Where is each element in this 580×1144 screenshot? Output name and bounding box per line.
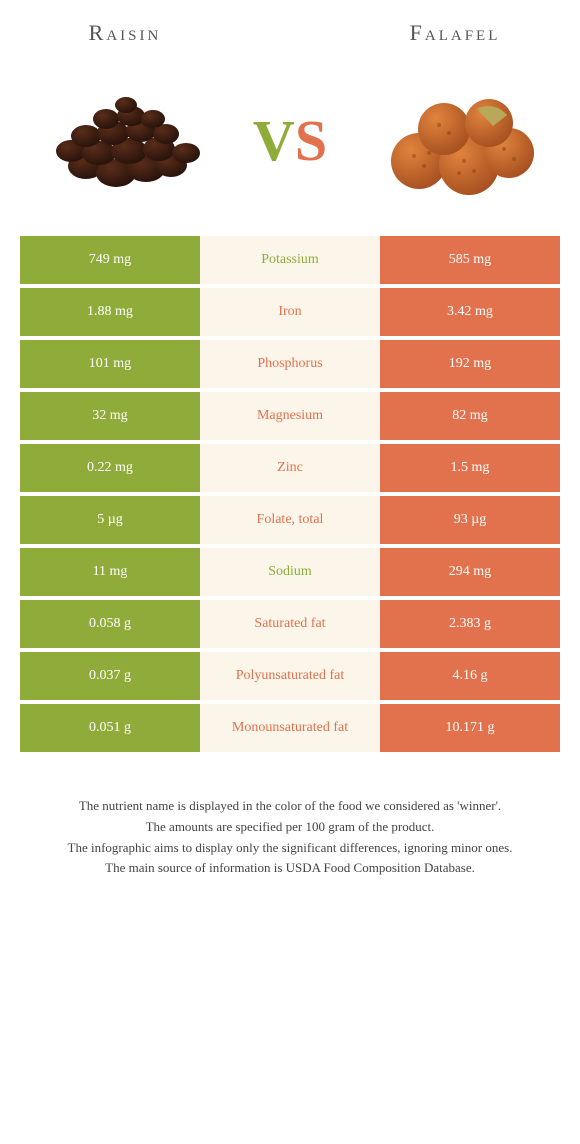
nutrient-row: 749 mgPotassium585 mg — [20, 236, 560, 284]
right-value: 3.42 mg — [380, 288, 560, 336]
nutrient-name: Zinc — [200, 444, 380, 492]
nutrient-table: 749 mgPotassium585 mg1.88 mgIron3.42 mg1… — [0, 236, 580, 752]
right-value: 192 mg — [380, 340, 560, 388]
right-value: 2.383 g — [380, 600, 560, 648]
footnote-line: The amounts are specified per 100 gram o… — [40, 817, 540, 838]
vs-letter-v: V — [253, 108, 295, 173]
left-food-name: Raisin — [89, 20, 162, 45]
left-value: 0.22 mg — [20, 444, 200, 492]
nutrient-row: 32 mgMagnesium82 mg — [20, 392, 560, 440]
nutrient-name: Monounsaturated fat — [200, 704, 380, 752]
left-value: 11 mg — [20, 548, 200, 596]
footnote-line: The nutrient name is displayed in the co… — [40, 796, 540, 817]
nutrient-row: 11 mgSodium294 mg — [20, 548, 560, 596]
footnote-line: The main source of information is USDA F… — [40, 858, 540, 879]
nutrient-name: Polyunsaturated fat — [200, 652, 380, 700]
vs-letter-s: S — [295, 108, 327, 173]
right-food-name: Falafel — [410, 20, 501, 45]
right-value: 82 mg — [380, 392, 560, 440]
right-value: 4.16 g — [380, 652, 560, 700]
nutrient-name: Folate, total — [200, 496, 380, 544]
left-value: 0.051 g — [20, 704, 200, 752]
nutrient-row: 5 µgFolate, total93 µg — [20, 496, 560, 544]
left-value: 101 mg — [20, 340, 200, 388]
left-value: 0.058 g — [20, 600, 200, 648]
nutrient-row: 0.051 gMonounsaturated fat10.171 g — [20, 704, 560, 752]
nutrient-row: 1.88 mgIron3.42 mg — [20, 288, 560, 336]
left-value: 0.037 g — [20, 652, 200, 700]
nutrient-name: Potassium — [200, 236, 380, 284]
left-value: 32 mg — [20, 392, 200, 440]
nutrient-row: 101 mgPhosphorus192 mg — [20, 340, 560, 388]
nutrient-name: Sodium — [200, 548, 380, 596]
nutrient-name: Saturated fat — [200, 600, 380, 648]
footnotes: The nutrient name is displayed in the co… — [0, 756, 580, 909]
right-food-header: Falafel — [330, 20, 580, 46]
right-value: 294 mg — [380, 548, 560, 596]
left-value: 749 mg — [20, 236, 200, 284]
vs-badge: VS — [253, 112, 327, 170]
falafel-image — [337, 76, 570, 206]
right-value: 10.171 g — [380, 704, 560, 752]
header-row: Raisin Falafel — [0, 0, 580, 56]
right-value: 585 mg — [380, 236, 560, 284]
left-value: 5 µg — [20, 496, 200, 544]
footnote-line: The infographic aims to display only the… — [40, 838, 540, 859]
right-value: 93 µg — [380, 496, 560, 544]
nutrient-name: Phosphorus — [200, 340, 380, 388]
nutrient-row: 0.058 gSaturated fat2.383 g — [20, 600, 560, 648]
raisin-image — [10, 76, 243, 206]
nutrient-row: 0.037 gPolyunsaturated fat4.16 g — [20, 652, 560, 700]
nutrient-row: 0.22 mgZinc1.5 mg — [20, 444, 560, 492]
nutrient-name: Iron — [200, 288, 380, 336]
left-food-header: Raisin — [0, 20, 250, 46]
left-value: 1.88 mg — [20, 288, 200, 336]
right-value: 1.5 mg — [380, 444, 560, 492]
images-row: VS — [0, 56, 580, 236]
nutrient-name: Magnesium — [200, 392, 380, 440]
